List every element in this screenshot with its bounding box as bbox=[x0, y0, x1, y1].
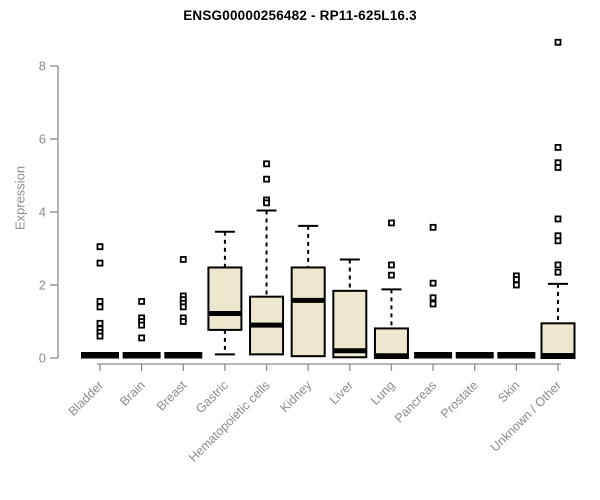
outlier-point-skin bbox=[512, 281, 520, 289]
outlier-point-unknown-other bbox=[554, 143, 562, 151]
x-tick-label-brain: Brain bbox=[117, 378, 148, 409]
chart-title: ENSG00000256482 - RP11-625L16.3 bbox=[183, 8, 417, 23]
x-tick-label-breast: Breast bbox=[154, 378, 190, 414]
outlier-point-unknown-other bbox=[554, 215, 562, 223]
x-tick-label-unknown-other: Unknown / Other bbox=[488, 378, 564, 454]
outlier-point-bladder bbox=[96, 243, 104, 251]
y-tick-label-0: 0 bbox=[39, 351, 46, 366]
x-tick-label-pancreas: Pancreas bbox=[392, 378, 439, 425]
y-tick-label-6: 6 bbox=[39, 132, 46, 147]
outlier-point-skin bbox=[512, 276, 520, 283]
boxplot-prostate bbox=[455, 352, 494, 359]
boxplot-hematopoietic-cells bbox=[249, 160, 285, 356]
y-axis: 0 2 4 6 8 bbox=[39, 59, 59, 366]
outlier-point-pancreas bbox=[429, 223, 437, 231]
outlier-point-pancreas bbox=[429, 294, 437, 302]
outlier-point-lung bbox=[388, 261, 395, 269]
x-tick-label-gastric: Gastric bbox=[193, 378, 231, 416]
boxplot-skin bbox=[497, 272, 536, 359]
boxplot-unknown-other bbox=[540, 38, 576, 360]
outlier-point-hematopoietic-cells bbox=[263, 175, 270, 183]
collapsed-box-pancreas bbox=[414, 352, 453, 359]
collapsed-box-breast bbox=[164, 352, 203, 359]
outlier-point-unknown-other bbox=[554, 237, 562, 245]
outlier-point-unknown-other bbox=[554, 261, 562, 269]
y-tick-label-8: 8 bbox=[39, 59, 46, 74]
outlier-point-unknown-other bbox=[554, 164, 562, 171]
x-tick-label-lung: Lung bbox=[368, 378, 398, 408]
outlier-point-brain bbox=[138, 298, 146, 305]
outlier-point-bladder bbox=[96, 303, 104, 311]
boxplot-gastric bbox=[207, 230, 243, 356]
x-tick-label-liver: Liver bbox=[327, 378, 356, 407]
boxplot-liver bbox=[332, 258, 368, 359]
x-tick-label-bladder: Bladder bbox=[66, 378, 106, 418]
collapsed-box-bladder bbox=[81, 352, 119, 359]
x-tick-label-skin: Skin bbox=[495, 378, 522, 405]
boxplot-brain bbox=[122, 298, 161, 359]
outlier-point-unknown-other bbox=[554, 268, 562, 276]
boxplot-breast bbox=[164, 256, 203, 359]
box-gastric bbox=[207, 266, 243, 331]
boxplot-pancreas bbox=[414, 223, 453, 359]
x-tick-label-prostate: Prostate bbox=[438, 378, 481, 421]
box-kidney bbox=[290, 266, 326, 358]
box-liver bbox=[332, 289, 368, 359]
outlier-point-bladder bbox=[96, 319, 104, 327]
outlier-point-lung bbox=[388, 219, 395, 227]
outlier-point-breast bbox=[179, 318, 187, 325]
outlier-point-unknown-other bbox=[554, 38, 562, 46]
outlier-point-bladder bbox=[96, 298, 104, 305]
box-unknown-other bbox=[540, 322, 576, 360]
outlier-point-pancreas bbox=[429, 300, 437, 308]
outlier-point-brain bbox=[138, 321, 146, 329]
outlier-point-breast bbox=[179, 303, 187, 311]
x-tick-label-hematopoietic-cells: Hematopoietic cells bbox=[186, 378, 273, 465]
collapsed-box-skin bbox=[497, 352, 536, 359]
boxplot-bladder bbox=[81, 243, 119, 359]
boxplot-lung bbox=[373, 219, 409, 359]
outlier-point-pancreas bbox=[429, 279, 437, 287]
outlier-point-brain bbox=[138, 334, 146, 342]
outlier-point-hematopoietic-cells bbox=[263, 199, 270, 207]
outlier-point-breast bbox=[179, 256, 187, 263]
y-tick-label-4: 4 bbox=[39, 205, 46, 220]
outlier-point-lung bbox=[388, 271, 395, 279]
outlier-point-hematopoietic-cells bbox=[263, 160, 270, 168]
outlier-point-bladder bbox=[96, 332, 104, 340]
collapsed-box-prostate bbox=[455, 352, 494, 359]
x-tick-label-kidney: Kidney bbox=[277, 378, 314, 415]
collapsed-box-brain bbox=[122, 352, 161, 359]
outlier-point-bladder bbox=[96, 259, 104, 267]
boxplot-kidney bbox=[290, 224, 326, 358]
y-tick-label-2: 2 bbox=[39, 278, 46, 293]
